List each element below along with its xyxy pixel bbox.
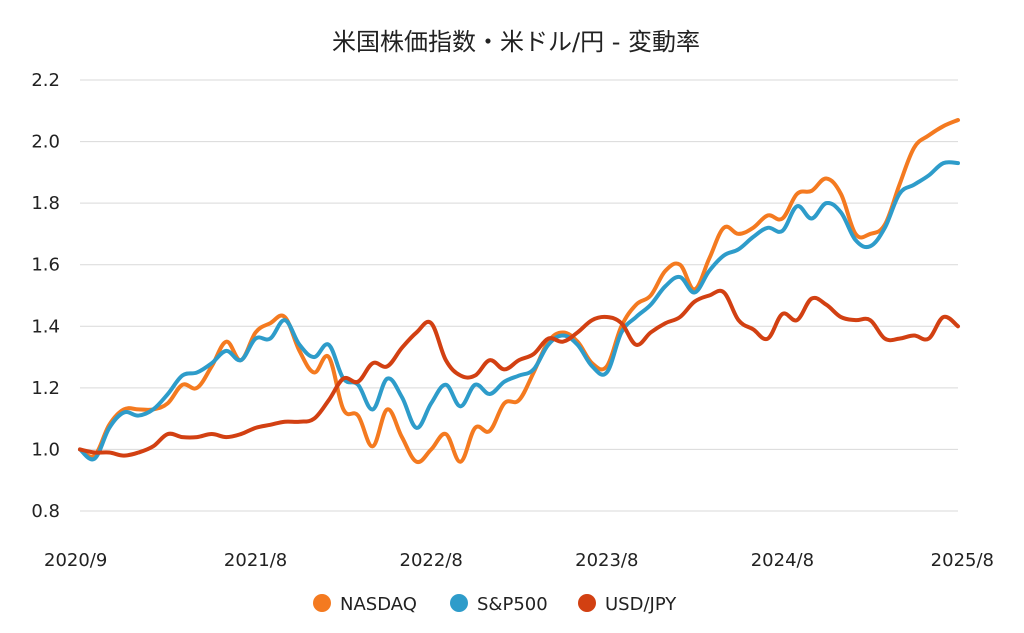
legend-label: NASDAQ: [340, 594, 417, 615]
x-axis-ticks: 2020/9 2021/8 2022/8 2023/8 2024/8 2025/8: [44, 550, 994, 571]
x-tick-label: 2023/8: [575, 550, 638, 571]
legend-marker: [313, 594, 331, 612]
series-line-s-p500: [78, 160, 960, 462]
y-tick-label: 2.0: [31, 132, 60, 153]
y-tick-label: 1.2: [31, 378, 60, 399]
y-tick-label: 1.8: [31, 193, 60, 214]
y-tick-label: 2.2: [31, 70, 60, 91]
chart-title: 米国株価指数・米ドル/円 - 変動率: [332, 28, 700, 56]
x-tick-label: 2024/8: [751, 550, 814, 571]
legend-label: USD/JPY: [605, 594, 677, 615]
y-axis-ticks: 0.8 1.0 1.2 1.4 1.6 1.8 2.0 2.2: [31, 70, 60, 522]
legend-label: S&P500: [477, 594, 548, 615]
legend-item: USD/JPY: [578, 594, 677, 615]
y-tick-label: 0.8: [31, 501, 60, 522]
y-tick-label: 1.4: [31, 316, 60, 337]
y-tick-label: 1.0: [31, 439, 60, 460]
y-tick-label: 1.6: [31, 255, 60, 276]
grid-lines: [80, 79, 958, 512]
x-tick-label: 2021/8: [224, 550, 287, 571]
series-lines: [78, 118, 960, 465]
x-tick-label: 2025/8: [931, 550, 994, 571]
legend: NASDAQ S&P500 USD/JPY: [313, 594, 677, 615]
legend-item: NASDAQ: [313, 594, 417, 615]
legend-marker: [578, 594, 596, 612]
series-line-nasdaq: [78, 118, 960, 465]
legend-item: S&P500: [450, 594, 548, 615]
legend-marker: [450, 594, 468, 612]
series-line-usd-jpy: [78, 288, 960, 458]
x-tick-label: 2020/9: [44, 550, 107, 571]
x-tick-label: 2022/8: [400, 550, 463, 571]
